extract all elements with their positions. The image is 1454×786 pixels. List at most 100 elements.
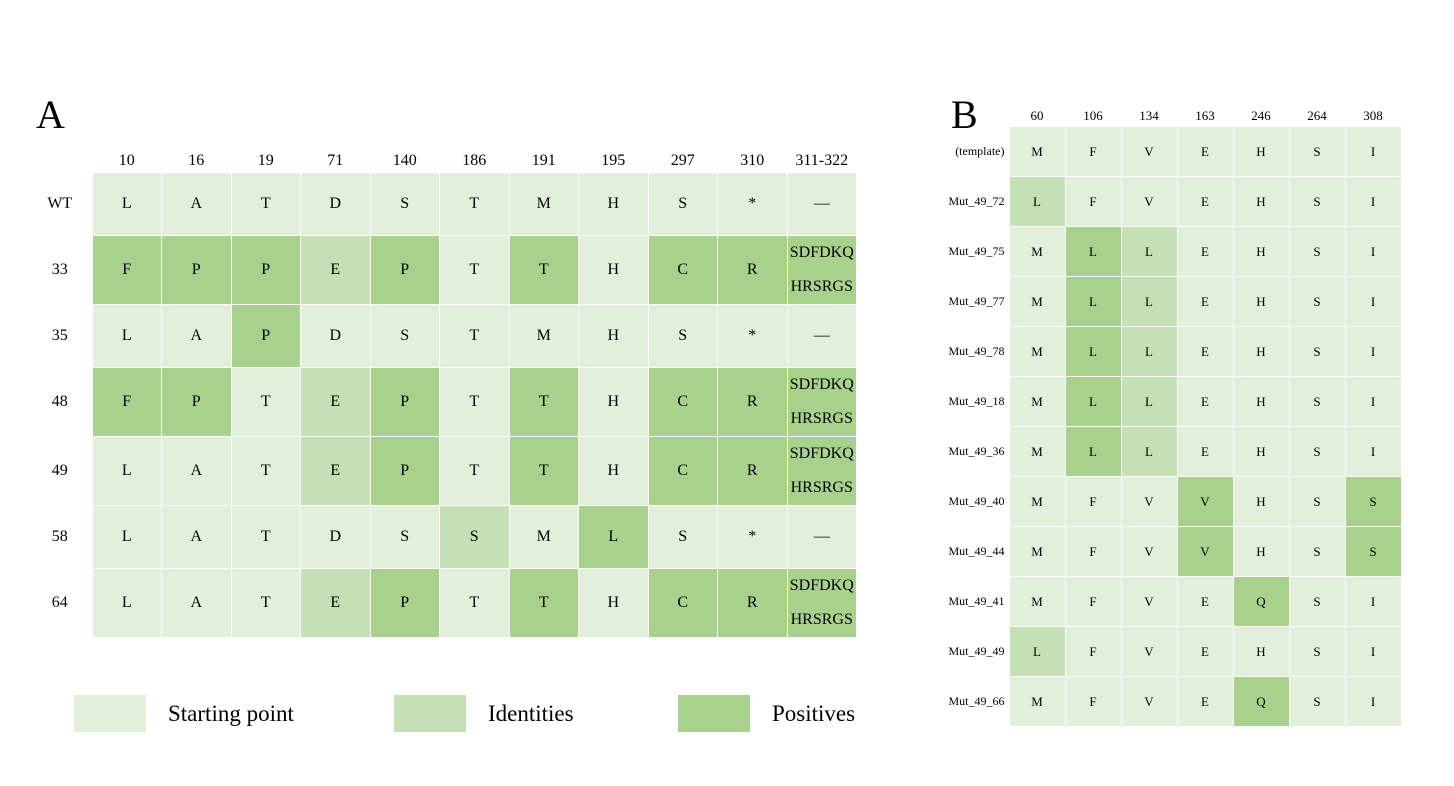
- residue-cell: H: [1232, 376, 1290, 427]
- residue-cell: —: [786, 304, 857, 368]
- residue-cell: T: [230, 172, 301, 236]
- residue-cell: E: [1176, 126, 1234, 177]
- row-label: Mut_49_36: [948, 444, 1005, 458]
- residue-cell: I: [1344, 326, 1402, 377]
- residue-cell: SDFDKQ HRSRGS: [786, 235, 857, 305]
- residue-cell: I: [1344, 176, 1402, 227]
- residue-cell: L: [91, 505, 162, 569]
- residue-cell: P: [161, 367, 232, 437]
- row-label: Mut_49_44: [948, 544, 1005, 558]
- row-label: Mut_49_78: [948, 344, 1005, 358]
- residue-cell: S: [1288, 276, 1346, 327]
- residue-cell: P: [230, 235, 301, 305]
- residue-cell: S: [647, 505, 718, 569]
- row-label: Mut_49_41: [948, 594, 1005, 608]
- residue-cell: T: [439, 172, 510, 236]
- corner-cell: [934, 102, 1009, 127]
- table-row: Mut_49_75 M L L E H S I: [934, 226, 1402, 277]
- row-label: 58: [51, 528, 68, 545]
- residue-cell: R: [717, 436, 788, 506]
- residue-cell: L: [1064, 326, 1122, 377]
- residue-cell: E: [1176, 676, 1234, 727]
- residue-cell: L: [91, 172, 162, 236]
- legend-label-starting-point: Starting point: [168, 700, 294, 726]
- residue-cell: D: [300, 304, 371, 368]
- residue-cell: I: [1344, 126, 1402, 177]
- panel-b-table: 60 106 134 163 246 264 308 (template) M F V E H S I Mu…: [934, 102, 1402, 727]
- residue-cell: T: [508, 367, 579, 437]
- row-label: 49: [51, 462, 68, 479]
- panel-a-table: 10 16 19 71 140 186 191 195 297 310 311-322 WT L A T D…: [28, 144, 857, 638]
- residue-cell: A: [161, 436, 232, 506]
- residue-cell: M: [1008, 276, 1066, 327]
- residue-cell: I: [1344, 676, 1402, 727]
- residue-cell: T: [508, 436, 579, 506]
- residue-cell: F: [91, 367, 162, 437]
- residue-cell: S: [439, 505, 510, 569]
- panel-a-header-row: 10 16 19 71 140 186 191 195 297 310 311-322: [28, 144, 857, 173]
- column-header: 311-322: [795, 152, 849, 169]
- residue-cell: S: [1288, 376, 1346, 427]
- legend-positives: Positives: [678, 695, 855, 732]
- residue-cell: A: [161, 505, 232, 569]
- residue-cell: E: [1176, 376, 1234, 427]
- residue-cell: P: [369, 235, 440, 305]
- legend-swatch-starting-point: [74, 695, 146, 732]
- table-row: Mut_49_49 L F V E H S I: [934, 626, 1402, 677]
- residue-cell: I: [1344, 376, 1402, 427]
- residue-cell: S: [1288, 626, 1346, 677]
- residue-cell: H: [1232, 276, 1290, 327]
- residue-cell: H: [578, 172, 649, 236]
- residue-cell: E: [300, 436, 371, 506]
- table-row: Mut_49_18 M L L E H S I: [934, 376, 1402, 427]
- column-header: 19: [257, 152, 274, 169]
- residue-cell: L: [91, 304, 162, 368]
- row-label: Mut_49_72: [948, 194, 1005, 208]
- residue-cell: F: [91, 235, 162, 305]
- residue-cell: F: [1064, 176, 1122, 227]
- residue-cell: F: [1064, 676, 1122, 727]
- row-label: Mut_49_49: [948, 644, 1005, 658]
- residue-cell: SDFDKQ HRSRGS: [786, 367, 857, 437]
- column-header: 195: [601, 152, 626, 169]
- residue-cell: P: [369, 436, 440, 506]
- residue-cell: SDFDKQ HRSRGS: [786, 436, 857, 506]
- residue-cell: L: [1064, 226, 1122, 277]
- residue-cell: L: [1120, 326, 1178, 377]
- table-row: Mut_49_72 L F V E H S I: [934, 176, 1402, 227]
- table-row: Mut_49_41 M F V E Q S I: [934, 576, 1402, 627]
- residue-cell: E: [300, 367, 371, 437]
- row-label: 48: [51, 393, 68, 410]
- column-header: 71: [327, 152, 344, 169]
- residue-cell: V: [1120, 576, 1178, 627]
- residue-cell: H: [578, 568, 649, 638]
- residue-cell: *: [717, 505, 788, 569]
- residue-cell: M: [508, 172, 579, 236]
- residue-cell: M: [1008, 476, 1066, 527]
- residue-cell: P: [161, 235, 232, 305]
- residue-cell: S: [369, 505, 440, 569]
- column-header: 140: [392, 152, 417, 169]
- residue-cell: E: [1176, 176, 1234, 227]
- residue-cell: L: [91, 436, 162, 506]
- residue-cell: L: [91, 568, 162, 638]
- residue-cell: R: [717, 367, 788, 437]
- table-row: WT L A T D S T M H S * —: [28, 172, 857, 236]
- residue-cell: S: [1288, 176, 1346, 227]
- legend-swatch-identities: [394, 695, 466, 732]
- residue-cell: E: [300, 235, 371, 305]
- legend-identities: Identities: [394, 695, 574, 732]
- residue-cell: F: [1064, 626, 1122, 677]
- residue-cell: V: [1120, 626, 1178, 677]
- residue-cell: L: [1120, 426, 1178, 477]
- residue-cell: T: [439, 436, 510, 506]
- table-row: (template) M F V E H S I: [934, 126, 1402, 177]
- table-row: Mut_49_44 M F V V H S S: [934, 526, 1402, 577]
- residue-cell: H: [578, 235, 649, 305]
- residue-cell: H: [1232, 526, 1290, 577]
- residue-cell: V: [1120, 526, 1178, 577]
- residue-cell: V: [1120, 676, 1178, 727]
- row-label: WT: [47, 195, 73, 212]
- residue-cell: Q: [1232, 676, 1290, 727]
- row-label: 35: [51, 327, 68, 344]
